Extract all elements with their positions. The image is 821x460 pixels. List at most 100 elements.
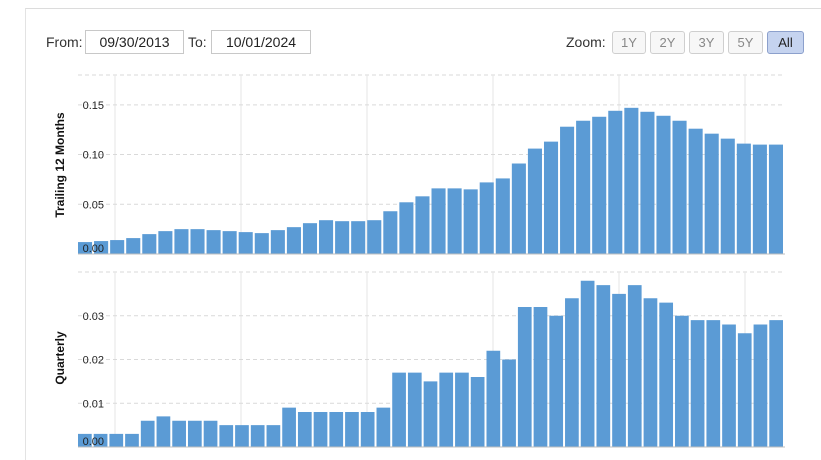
bar: [643, 298, 658, 447]
bar: [543, 141, 559, 254]
bar: [706, 320, 721, 448]
bar: [580, 280, 595, 447]
bar: [360, 412, 375, 447]
bar: [752, 144, 767, 254]
bar: [313, 412, 328, 447]
bar: [447, 188, 462, 254]
bar: [383, 211, 398, 254]
bar: [511, 163, 526, 254]
bar: [565, 298, 579, 447]
bar: [576, 120, 591, 255]
bar: [560, 126, 575, 254]
y-tick-label: 0.03: [83, 311, 104, 323]
from-date-input[interactable]: 09/30/2013: [85, 30, 184, 54]
bar: [722, 324, 736, 447]
y-axis-title: Quarterly: [53, 331, 67, 385]
bar: [235, 425, 249, 448]
bar: [190, 229, 205, 254]
bar: [351, 221, 366, 254]
bar: [78, 433, 92, 448]
bar: [392, 372, 406, 448]
bar: [737, 333, 752, 447]
bar: [659, 302, 674, 448]
bar: [495, 178, 510, 254]
bar: [627, 285, 642, 448]
bar: [376, 407, 391, 448]
bar: [203, 420, 218, 447]
bar: [266, 425, 281, 448]
zoom-5y-button[interactable]: 5Y: [728, 31, 763, 54]
y-tick-label: 0.15: [83, 100, 104, 112]
bar: [690, 320, 705, 448]
bar: [172, 420, 186, 447]
bar: [753, 324, 768, 447]
bar: [206, 230, 221, 254]
zoom-1y-button[interactable]: 1Y: [612, 31, 646, 54]
bar: [608, 110, 623, 254]
bar: [345, 412, 359, 447]
zoom-2y-button[interactable]: 2Y: [650, 31, 685, 54]
bar: [329, 412, 344, 447]
bar: [282, 407, 296, 448]
bar: [250, 425, 265, 448]
bar: [768, 144, 783, 254]
bar: [93, 433, 108, 448]
bar: [769, 320, 783, 448]
bar: [302, 223, 318, 254]
bar: [517, 307, 532, 447]
y-tick-label: 0.10: [83, 150, 104, 162]
bar: [367, 220, 382, 254]
bar: [286, 227, 301, 254]
bar: [142, 234, 157, 254]
bar: [527, 148, 542, 254]
bar: [415, 196, 430, 254]
bar: [140, 420, 155, 447]
y-tick-label: 0.05: [83, 199, 104, 211]
bar: [470, 377, 485, 447]
bar: [222, 231, 237, 254]
from-label: From:: [46, 34, 83, 50]
bar: [612, 293, 626, 448]
bar: [110, 240, 125, 254]
bar: [431, 188, 446, 254]
bar: [486, 350, 501, 447]
bar: [78, 242, 93, 254]
y-tick-label: 0.00: [83, 243, 104, 255]
y-axis-title: Trailing 12 Months: [53, 112, 67, 218]
bar: [423, 381, 438, 448]
bar: [640, 111, 655, 254]
bar: [174, 229, 189, 254]
bar: [688, 128, 703, 254]
bar: [736, 143, 751, 254]
bar: [439, 372, 454, 448]
zoom-label: Zoom:: [566, 34, 606, 50]
bar: [656, 115, 671, 255]
bar: [720, 138, 735, 254]
bar: [219, 425, 234, 448]
bar: [704, 133, 719, 254]
y-tick-label: 0.00: [83, 436, 104, 448]
bar: [125, 433, 139, 448]
bar: [297, 412, 312, 447]
zoom-3y-button[interactable]: 3Y: [689, 31, 724, 54]
bar: [463, 189, 478, 254]
bar: [675, 315, 689, 447]
bar: [399, 202, 414, 254]
to-label: To:: [188, 34, 207, 50]
bar: [319, 220, 334, 254]
bar: [109, 433, 124, 448]
bar: [592, 116, 607, 255]
y-tick-label: 0.01: [83, 398, 104, 410]
bar: [238, 232, 253, 254]
to-date-input[interactable]: 10/01/2024: [211, 30, 311, 54]
bar: [533, 307, 548, 447]
range-toolbar: From: 09/30/2013 To: 10/01/2024 Zoom: 1Y…: [46, 30, 806, 56]
zoom-all-button[interactable]: All: [767, 31, 804, 54]
bar: [479, 182, 494, 254]
bar: [335, 221, 350, 254]
bar: [187, 420, 202, 447]
bar: [455, 372, 469, 448]
bar: [502, 359, 516, 447]
bar: [549, 315, 564, 447]
